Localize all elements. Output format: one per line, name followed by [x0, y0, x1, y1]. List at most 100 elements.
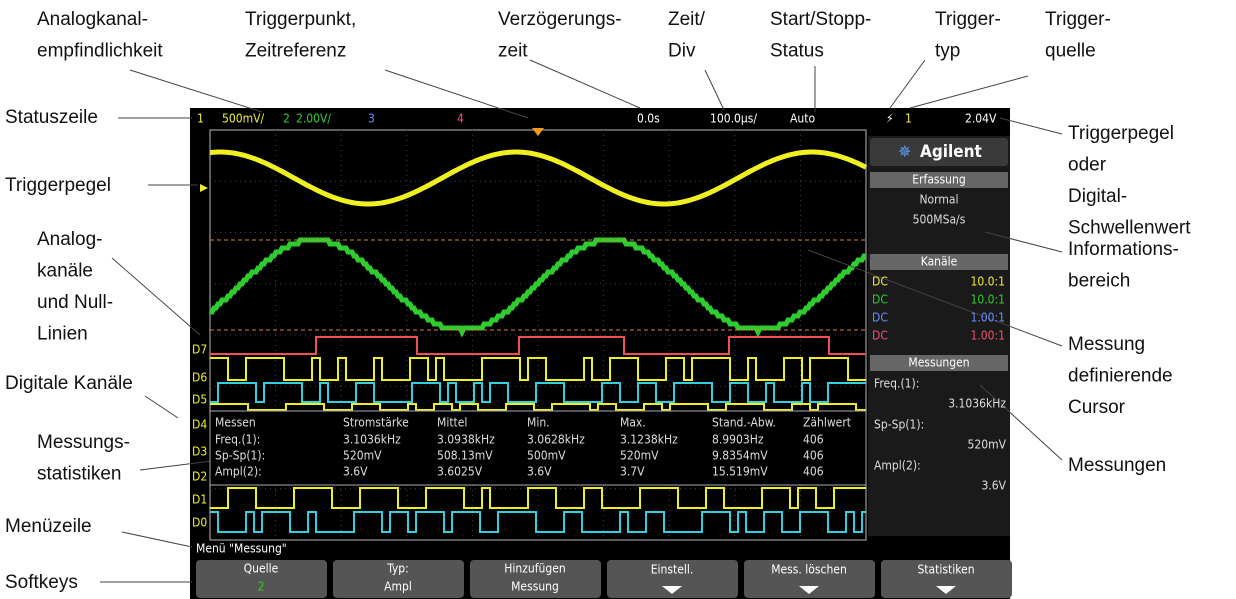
digital-label: D0 — [192, 516, 207, 530]
callout-label: quelle — [1045, 41, 1096, 62]
callout-label: Messung — [1068, 334, 1145, 355]
callout-label: statistiken — [37, 464, 121, 485]
digital-label: D3 — [192, 445, 207, 459]
stats-header: Stand.-Abw. — [712, 416, 776, 430]
stats-header: Messen — [215, 416, 256, 430]
softkey[interactable] — [333, 560, 464, 598]
callout-label: kanäle — [37, 261, 93, 282]
digital-trace — [210, 336, 866, 355]
status-ch2-scale: 2.00V/ — [296, 112, 331, 126]
digital-label: D7 — [192, 343, 207, 357]
stats-header: Zählwert — [803, 416, 851, 430]
stats-header: Min. — [527, 416, 550, 430]
channel-coupling: DC — [872, 293, 888, 307]
trigger-level-marker — [200, 184, 208, 192]
callout-label: Digital- — [1068, 186, 1127, 207]
callout-label: zeit — [498, 41, 528, 62]
stats-header: Mittel — [437, 416, 467, 430]
channel-probe: 1.00:1 — [970, 329, 1005, 343]
stats-cell: 3.0628kHz — [527, 433, 585, 447]
stats-cell: 3.6V — [343, 465, 368, 479]
acquisition-mode: Normal — [919, 193, 958, 207]
softkey[interactable] — [196, 560, 327, 598]
measurement-label: Ampl(2): — [874, 459, 921, 473]
callout-label: Analogkanal- — [37, 9, 148, 30]
status-timebase: 100.0µs/ — [710, 112, 757, 126]
callout-label: Cursor — [1068, 397, 1126, 418]
softkey-label: Messung — [511, 580, 559, 594]
softkey[interactable] — [607, 560, 738, 598]
softkey-arrow — [662, 586, 682, 594]
callout-label: Status — [770, 41, 824, 62]
stats-header: Max. — [620, 416, 646, 430]
graticule — [210, 130, 866, 540]
stats-cell: 508.13mV — [437, 449, 493, 463]
digital-trace — [210, 511, 866, 533]
trigger-point-marker — [532, 128, 544, 136]
stats-cell: 500mV — [527, 449, 566, 463]
statistics-box — [209, 410, 867, 486]
stats-header: Stromstärke — [343, 416, 409, 430]
callout-label: Statuszeile — [5, 107, 98, 128]
measurement-value: 520mV — [967, 438, 1006, 452]
softkey-arrow — [936, 586, 956, 594]
channel-2-trace — [209, 237, 867, 338]
softkey-label: Statistiken — [917, 563, 974, 577]
callout-label: Linien — [37, 324, 88, 345]
callout-label: Zeitreferenz — [245, 41, 346, 62]
digital-trace — [210, 403, 866, 411]
callout-label: typ — [935, 41, 960, 62]
status-ch4: 4 — [457, 112, 464, 126]
callout-label: Triggerpegel — [1068, 123, 1174, 144]
stats-cell: 520mV — [620, 449, 659, 463]
status-delay: 0.0s — [637, 112, 660, 126]
channel-coupling: DC — [872, 329, 888, 343]
callout-label: empfindlichkeit — [37, 41, 163, 62]
softkey-label: 2 — [258, 580, 265, 594]
stats-cell: 3.7V — [620, 465, 645, 479]
callout-label: Messungs- — [37, 432, 130, 453]
digital-label: D6 — [192, 371, 207, 385]
callout-label: Softkeys — [5, 572, 78, 593]
softkey[interactable] — [470, 560, 601, 598]
channel-probe: 10.0:1 — [970, 293, 1005, 307]
digital-label: D1 — [192, 493, 207, 507]
stats-cell: 406 — [803, 465, 824, 479]
menu-line: Menü "Messung" — [196, 542, 287, 556]
stats-cell: 406 — [803, 433, 824, 447]
channel-1-trace — [209, 149, 868, 207]
sample-rate: 500MSa/s — [913, 213, 966, 227]
measurement-value: 3.1036kHz — [948, 397, 1006, 411]
status-ch3: 3 — [368, 112, 375, 126]
callout-label: Schwellenwert — [1068, 218, 1191, 239]
callout-label: Analog- — [37, 229, 103, 250]
softkey-arrow — [799, 586, 819, 594]
callout-label: Messungen — [1068, 455, 1166, 476]
channel-probe: 1.00:1 — [970, 311, 1005, 325]
digital-label: D5 — [192, 393, 207, 407]
softkey[interactable] — [744, 560, 875, 598]
callout-label: Zeit/ — [668, 9, 706, 30]
softkey[interactable] — [881, 560, 1012, 598]
measurement-label: Sp-Sp(1): — [874, 418, 924, 432]
stats-cell: 8.9903Hz — [712, 433, 764, 447]
status-ch1: 1 — [197, 112, 204, 126]
softkey-label: Mess. löschen — [771, 563, 847, 577]
digital-trace — [210, 382, 866, 403]
digital-trace — [210, 487, 866, 509]
callout-label: und Null- — [37, 292, 113, 313]
status-trigger-source: 1 — [905, 112, 912, 126]
section-title: Kanäle — [921, 255, 958, 269]
status-ch1-scale: 500mV/ — [222, 112, 265, 126]
softkey-label: Einstell. — [651, 563, 694, 577]
softkey-label: Hinzufügen — [504, 562, 565, 576]
section-bar — [870, 355, 1008, 371]
callout-label: Triggerpegel — [5, 175, 111, 196]
callout-label: Menüzeile — [5, 516, 92, 537]
section-title: Messungen — [908, 356, 969, 370]
callout-label: bereich — [1068, 271, 1130, 292]
measurement-label: Freq.(1): — [874, 377, 919, 391]
channel-coupling: DC — [872, 311, 888, 325]
info-panel — [868, 136, 1010, 536]
